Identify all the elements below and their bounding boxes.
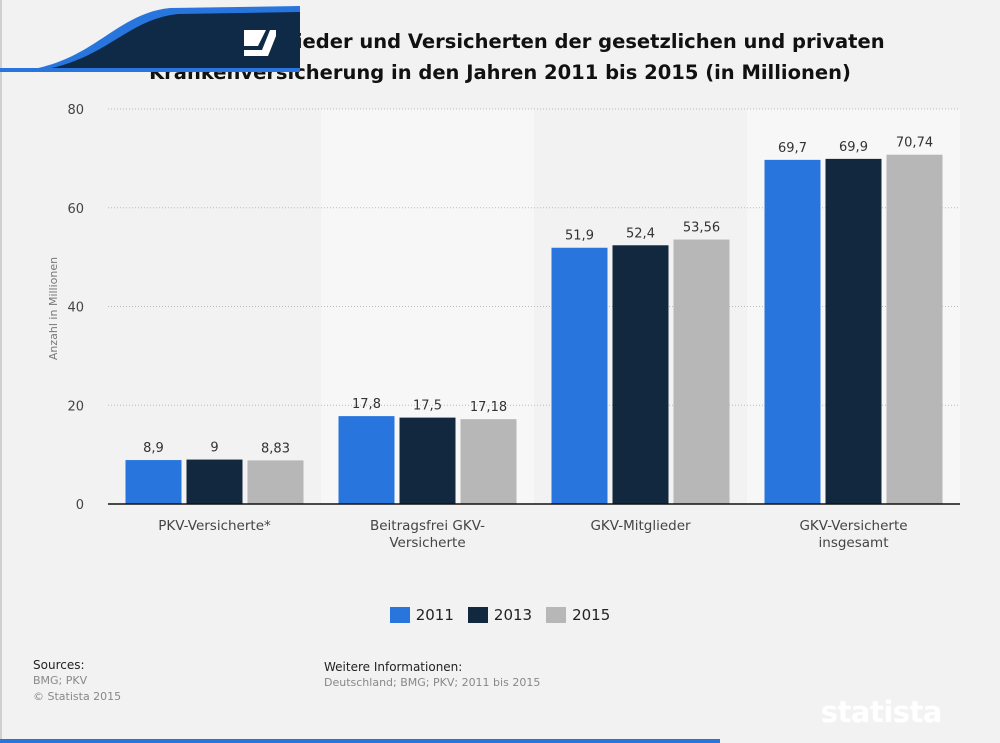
- legend-item-2011[interactable]: 2011: [389, 606, 454, 624]
- legend-label: 2011: [415, 606, 454, 624]
- bar-2013: [399, 417, 456, 504]
- bar-2013: [825, 158, 882, 504]
- bar-2013: [612, 245, 669, 504]
- sources-heading: Sources:: [33, 658, 85, 672]
- footer-line: [0, 739, 720, 743]
- y-tick-label: 60: [67, 202, 84, 217]
- bar-chart: 0 20 40 60 80 Anzahl in Millionen 8,9 9 8,83 PKV-…: [47, 103, 960, 551]
- legend-swatch: [546, 607, 567, 623]
- y-tick-label: 80: [67, 103, 84, 118]
- data-label: 17,18: [470, 400, 507, 415]
- bar-2015: [460, 419, 517, 504]
- legend: 2011 2013 2015: [0, 606, 1000, 624]
- x-tick-label: Versicherte: [389, 535, 465, 551]
- data-label: 8,9: [143, 441, 164, 456]
- legend-label: 2013: [493, 606, 533, 624]
- bar-2011: [125, 460, 182, 504]
- data-label: 9: [210, 441, 218, 456]
- info-text: Deutschland; BMG; PKV; 2011 bis 2015: [324, 676, 541, 689]
- legend-item-2015[interactable]: 2015: [546, 606, 610, 624]
- legend-swatch: [389, 607, 410, 623]
- x-tick-label: PKV-Versicherte*: [158, 518, 271, 534]
- legend-item-2013[interactable]: 2013: [467, 606, 533, 624]
- x-tick-label: GKV-Mitglieder: [590, 518, 691, 534]
- data-label: 53,56: [683, 221, 720, 236]
- data-label: 8,83: [261, 441, 290, 456]
- y-tick-label: 0: [76, 498, 84, 513]
- chart-title: Anzahl der Mitglieder und Versicherten d…: [115, 30, 885, 84]
- bar-2015: [247, 460, 304, 504]
- info-block: Weitere Informationen: Deutschland; BMG;…: [324, 659, 540, 691]
- sources-text: BMG; PKV: [33, 674, 88, 687]
- data-label: 51,9: [565, 229, 594, 244]
- bar-2013: [186, 459, 243, 504]
- data-label: 17,8: [352, 397, 381, 412]
- data-label: 69,7: [778, 141, 807, 156]
- statista-logo: [0, 6, 300, 72]
- copyright-text: © Statista 2015: [33, 690, 122, 703]
- bar-2011: [338, 416, 395, 504]
- bar-2015: [673, 239, 730, 505]
- data-label: 52,4: [626, 226, 655, 241]
- x-tick-label: insgesamt: [819, 535, 889, 551]
- bar-2011: [764, 159, 821, 504]
- logo-text: statista: [820, 695, 943, 729]
- bar-2011: [551, 247, 608, 504]
- x-tick-label: Beitragsfrei GKV-: [370, 518, 485, 534]
- info-heading: Weitere Informationen:: [324, 660, 463, 674]
- legend-label: 2015: [572, 606, 611, 624]
- x-tick-label: GKV-Versicherte: [799, 518, 907, 534]
- bar-2015: [886, 154, 943, 504]
- data-label: 17,5: [413, 399, 442, 414]
- legend-swatch: [467, 607, 488, 623]
- sources-block: Sources: BMG; PKV © Statista 2015: [33, 657, 121, 705]
- y-tick-label: 40: [67, 301, 84, 316]
- data-label: 70,74: [896, 136, 933, 151]
- data-label: 69,9: [839, 140, 868, 155]
- y-tick-label: 20: [67, 399, 84, 414]
- y-axis-label: Anzahl in Millionen: [47, 257, 60, 360]
